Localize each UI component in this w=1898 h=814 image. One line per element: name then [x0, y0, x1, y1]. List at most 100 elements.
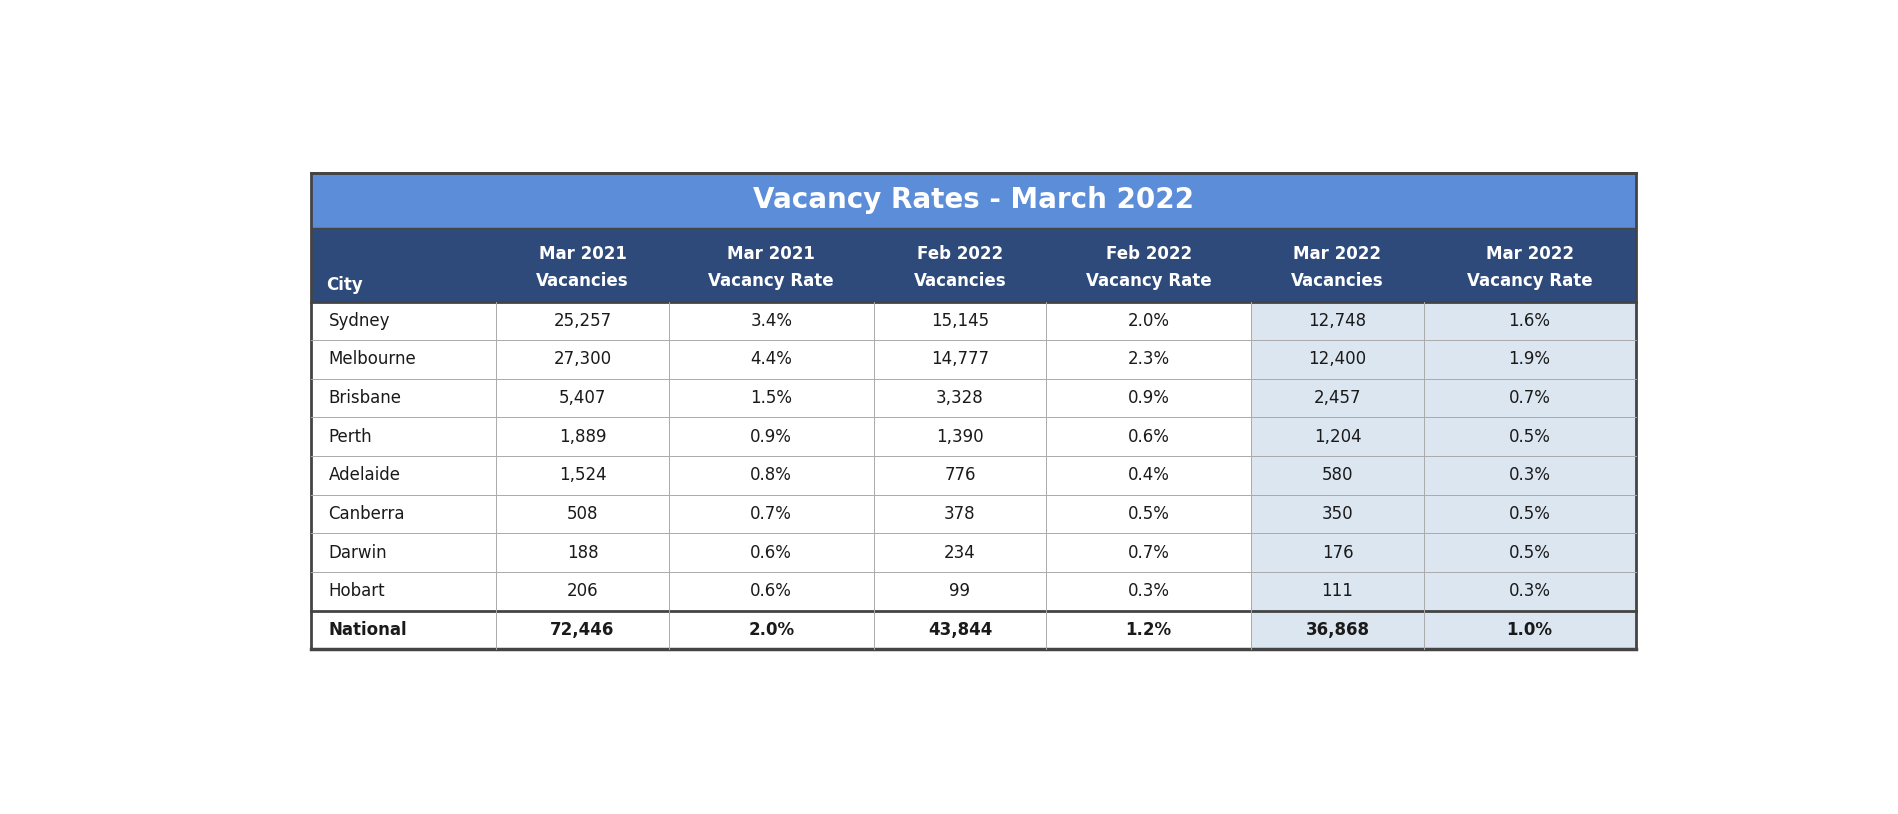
Bar: [1424, 340, 1634, 379]
Bar: [668, 456, 873, 495]
Text: 0.9%: 0.9%: [1127, 389, 1169, 407]
Bar: [1046, 379, 1251, 418]
Bar: [1251, 301, 1424, 340]
Text: 99: 99: [949, 582, 970, 600]
Text: 0.8%: 0.8%: [750, 466, 791, 484]
Bar: [668, 301, 873, 340]
Text: 2.3%: 2.3%: [1127, 351, 1169, 369]
Text: Brisbane: Brisbane: [328, 389, 400, 407]
Text: 206: 206: [566, 582, 598, 600]
Text: 5,407: 5,407: [558, 389, 605, 407]
Text: 234: 234: [943, 544, 976, 562]
Text: 12,400: 12,400: [1308, 351, 1367, 369]
Text: Vacancy Rate: Vacancy Rate: [1465, 272, 1592, 290]
Text: 0.5%: 0.5%: [1507, 544, 1549, 562]
Bar: [1251, 533, 1424, 572]
Text: 0.9%: 0.9%: [750, 427, 791, 446]
Bar: [311, 301, 495, 340]
Text: 3,328: 3,328: [936, 389, 983, 407]
Bar: [1046, 456, 1251, 495]
Bar: [873, 379, 1046, 418]
Bar: [1424, 418, 1634, 456]
Bar: [1251, 340, 1424, 379]
Bar: [311, 173, 1634, 228]
Text: Vacancies: Vacancies: [913, 272, 1006, 290]
Text: Adelaide: Adelaide: [328, 466, 400, 484]
Text: 0.7%: 0.7%: [750, 505, 791, 523]
Bar: [495, 610, 668, 650]
Text: Feb 2022: Feb 2022: [1105, 244, 1192, 263]
Bar: [1046, 418, 1251, 456]
Text: 0.5%: 0.5%: [1127, 505, 1169, 523]
Bar: [1251, 379, 1424, 418]
Text: Hobart: Hobart: [328, 582, 385, 600]
Text: 580: 580: [1321, 466, 1353, 484]
Text: 508: 508: [566, 505, 598, 523]
Bar: [668, 340, 873, 379]
Bar: [1046, 610, 1251, 650]
Bar: [668, 228, 873, 301]
Bar: [311, 418, 495, 456]
Bar: [1424, 301, 1634, 340]
Text: 1.6%: 1.6%: [1507, 312, 1551, 330]
Text: Vacancy Rate: Vacancy Rate: [1086, 272, 1211, 290]
Text: 1.5%: 1.5%: [750, 389, 791, 407]
Bar: [1251, 572, 1424, 610]
Text: 0.4%: 0.4%: [1127, 466, 1169, 484]
Text: Feb 2022: Feb 2022: [917, 244, 1002, 263]
Bar: [668, 572, 873, 610]
Text: 0.7%: 0.7%: [1507, 389, 1549, 407]
Bar: [1424, 495, 1634, 533]
Bar: [873, 610, 1046, 650]
Text: 2,457: 2,457: [1313, 389, 1361, 407]
Bar: [873, 301, 1046, 340]
Text: Mar 2021: Mar 2021: [727, 244, 814, 263]
Text: Vacancies: Vacancies: [535, 272, 628, 290]
Bar: [1424, 228, 1634, 301]
Bar: [1424, 533, 1634, 572]
Text: 72,446: 72,446: [550, 621, 615, 639]
Text: Mar 2022: Mar 2022: [1484, 244, 1573, 263]
Text: 25,257: 25,257: [552, 312, 611, 330]
Text: 2.0%: 2.0%: [748, 621, 793, 639]
Text: 378: 378: [943, 505, 976, 523]
Bar: [668, 610, 873, 650]
Text: Perth: Perth: [328, 427, 372, 446]
Text: 776: 776: [943, 466, 976, 484]
Text: Vacancy Rates - March 2022: Vacancy Rates - March 2022: [752, 186, 1194, 214]
Text: 14,777: 14,777: [930, 351, 989, 369]
Bar: [311, 340, 495, 379]
Text: 15,145: 15,145: [930, 312, 989, 330]
Text: 4.4%: 4.4%: [750, 351, 791, 369]
Bar: [311, 379, 495, 418]
Text: 1,204: 1,204: [1313, 427, 1361, 446]
Bar: [1251, 456, 1424, 495]
Text: 3.4%: 3.4%: [750, 312, 791, 330]
Text: Mar 2022: Mar 2022: [1293, 244, 1380, 263]
Bar: [495, 533, 668, 572]
Bar: [1046, 228, 1251, 301]
Bar: [1046, 572, 1251, 610]
Text: 12,748: 12,748: [1308, 312, 1367, 330]
Text: 188: 188: [566, 544, 598, 562]
Bar: [873, 495, 1046, 533]
Bar: [1424, 610, 1634, 650]
Bar: [668, 379, 873, 418]
Text: 43,844: 43,844: [928, 621, 991, 639]
Text: 0.7%: 0.7%: [1127, 544, 1169, 562]
Bar: [873, 228, 1046, 301]
Bar: [495, 572, 668, 610]
Text: 1.0%: 1.0%: [1505, 621, 1553, 639]
Bar: [873, 340, 1046, 379]
Text: 0.5%: 0.5%: [1507, 505, 1549, 523]
Bar: [311, 173, 1634, 650]
Text: 0.6%: 0.6%: [750, 544, 791, 562]
Bar: [1251, 418, 1424, 456]
Text: 1.9%: 1.9%: [1507, 351, 1551, 369]
Bar: [311, 610, 495, 650]
Text: 0.3%: 0.3%: [1127, 582, 1169, 600]
Bar: [1046, 301, 1251, 340]
Bar: [1251, 228, 1424, 301]
Bar: [1424, 572, 1634, 610]
Bar: [311, 495, 495, 533]
